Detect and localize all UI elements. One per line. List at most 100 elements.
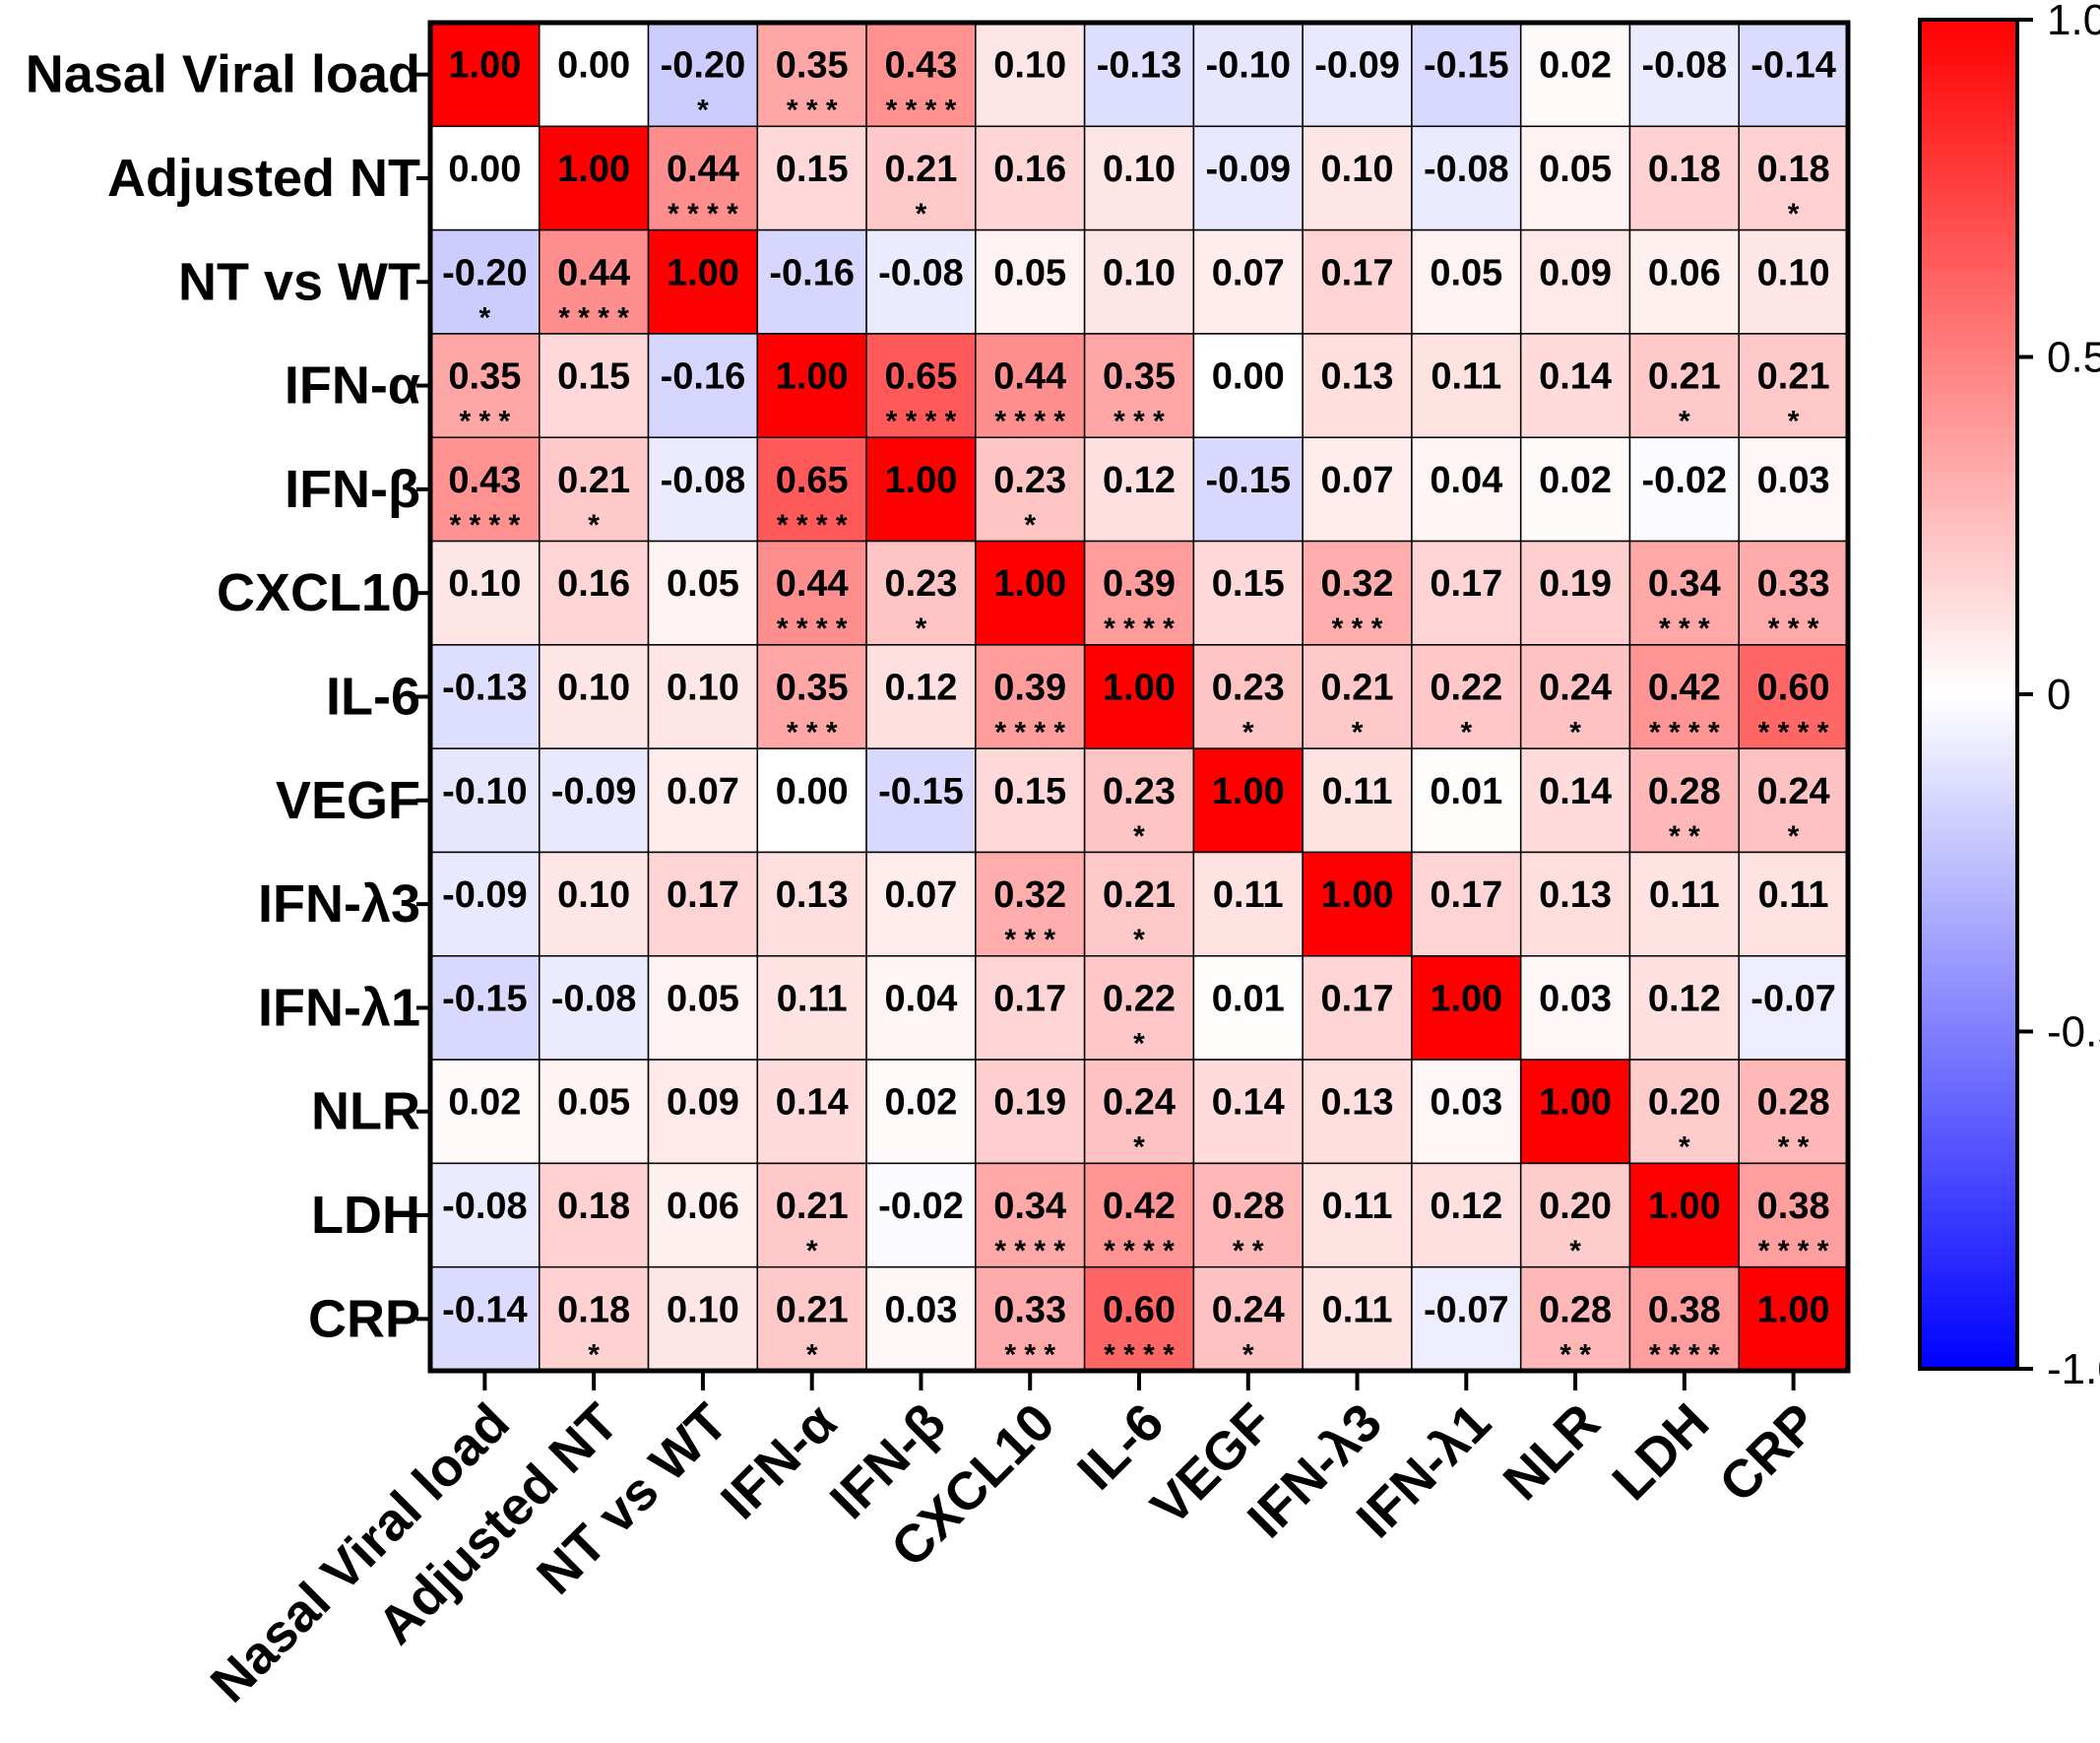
heatmap-cell	[1302, 125, 1413, 231]
cell-value: 0.42	[1103, 1186, 1176, 1227]
heatmap-cell	[539, 1265, 650, 1372]
significance-stars: *	[1788, 406, 1800, 438]
cell-value: 1.00	[1103, 668, 1176, 709]
heatmap-cell	[865, 644, 977, 749]
heatmap-cell	[1192, 125, 1304, 231]
colorbar: 1.0 0.5 0 -0.5 -1.0	[1918, 0, 2100, 1393]
cell-value: 0.14	[1539, 771, 1612, 812]
colorbar-tick-label: 0	[2047, 671, 2070, 719]
row-label: CRP	[308, 1289, 420, 1348]
cell-value: 0.14	[1212, 1082, 1285, 1124]
heatmap-cell	[539, 22, 650, 128]
cell-value: 0.21	[1103, 874, 1176, 916]
heatmap-cell	[429, 1059, 541, 1165]
heatmap-cell	[756, 333, 867, 438]
significance-stars: * * * *	[1104, 1235, 1175, 1267]
cell-value: 0.35	[776, 45, 849, 87]
cell-value: 0.20	[1539, 1186, 1612, 1227]
row-label: IFN-λ1	[258, 978, 420, 1037]
cell-value: -0.20	[442, 252, 528, 293]
cell-value: 0.33	[1757, 563, 1830, 605]
cell-value: 1.00	[1212, 771, 1285, 812]
heatmap-cell	[1519, 747, 1631, 854]
significance-stars: * * *	[1659, 613, 1710, 645]
heatmap-cell	[1192, 22, 1304, 128]
cell-value: 0.06	[1648, 252, 1721, 293]
cell-value: 0.04	[1430, 460, 1502, 501]
row-label: IL-6	[326, 668, 420, 727]
heatmap-cell	[1628, 436, 1740, 543]
cell-value: -0.10	[442, 771, 528, 812]
heatmap-cell	[865, 955, 977, 1061]
cell-value: 0.23	[884, 563, 957, 605]
cell-value: 0.17	[667, 874, 739, 916]
cell-value: 0.03	[884, 1289, 957, 1330]
heatmap-cell	[1083, 436, 1195, 543]
cell-value: -0.07	[1750, 978, 1836, 1019]
heatmap-cell	[1628, 1059, 1740, 1165]
heatmap-cell	[1302, 955, 1413, 1061]
heatmap-cell	[756, 1059, 867, 1165]
significance-stars: *	[1679, 406, 1690, 438]
cell-value: 0.21	[776, 1289, 849, 1330]
cell-value: 0.23	[993, 460, 1066, 501]
heatmap-cell	[865, 228, 977, 335]
cell-value: 0.33	[993, 1289, 1066, 1330]
cell-value: 0.20	[1648, 1082, 1721, 1124]
cell-value: -0.08	[442, 1186, 528, 1227]
heatmap-cell	[429, 228, 541, 335]
cell-value: 0.03	[1430, 1082, 1502, 1124]
significance-stars: * *	[1778, 1131, 1810, 1164]
cell-value: 0.03	[1757, 460, 1830, 501]
heatmap-cell	[865, 747, 977, 854]
heatmap-cell	[756, 644, 867, 749]
heatmap-cell	[647, 1162, 759, 1268]
significance-stars: * * *	[1332, 613, 1383, 645]
heatmap-cell	[756, 436, 867, 543]
significance-stars: *	[806, 1338, 818, 1371]
cell-value: 0.65	[884, 356, 957, 398]
column-label: LDH	[1601, 1392, 1720, 1512]
cell-value: 0.07	[1212, 252, 1285, 293]
cell-value: 0.05	[1539, 149, 1612, 190]
heatmap-cell	[1628, 125, 1740, 231]
heatmap-cell	[429, 540, 541, 646]
heatmap-cell	[975, 955, 1086, 1061]
heatmap-cell	[647, 955, 759, 1061]
cell-value: -0.09	[442, 874, 528, 916]
colorbar-gradient	[1918, 18, 2019, 1371]
heatmap-cell	[756, 1162, 867, 1268]
row-label: Nasal Viral load	[26, 45, 420, 104]
cell-value: 0.07	[884, 874, 957, 916]
cell-value: -0.09	[1314, 45, 1400, 87]
heatmap-cell	[1628, 22, 1740, 128]
heatmap-cell	[539, 540, 650, 646]
heatmap-cell	[1302, 333, 1413, 438]
cell-value: 0.42	[1648, 668, 1721, 709]
cell-value: 0.10	[667, 668, 739, 709]
heatmap-cell	[1302, 851, 1413, 957]
cell-value: 0.28	[1212, 1186, 1285, 1227]
heatmap-cell	[647, 747, 759, 854]
cell-value: 0.21	[776, 1186, 849, 1227]
heatmap-cell	[1192, 1162, 1304, 1268]
heatmap-cell	[975, 125, 1086, 231]
heatmap-cell	[429, 747, 541, 854]
heatmap-cell	[756, 851, 867, 957]
significance-stars: *	[1569, 1235, 1581, 1267]
heatmap-cell	[756, 125, 867, 231]
cell-value: 0.17	[993, 978, 1066, 1019]
heatmap-cell	[1628, 540, 1740, 646]
heatmap-cell	[539, 1059, 650, 1165]
significance-stars: * * * *	[994, 717, 1065, 749]
heatmap-cell	[1411, 644, 1522, 749]
heatmap-cell	[756, 540, 867, 646]
heatmap-cell	[1411, 1265, 1522, 1372]
heatmap-cell	[539, 1162, 650, 1268]
cell-value: 0.60	[1757, 668, 1830, 709]
significance-stars: *	[1788, 820, 1800, 853]
heatmap-cell	[647, 851, 759, 957]
cell-value: 0.35	[1103, 356, 1176, 398]
heatmap-cell	[429, 22, 541, 128]
